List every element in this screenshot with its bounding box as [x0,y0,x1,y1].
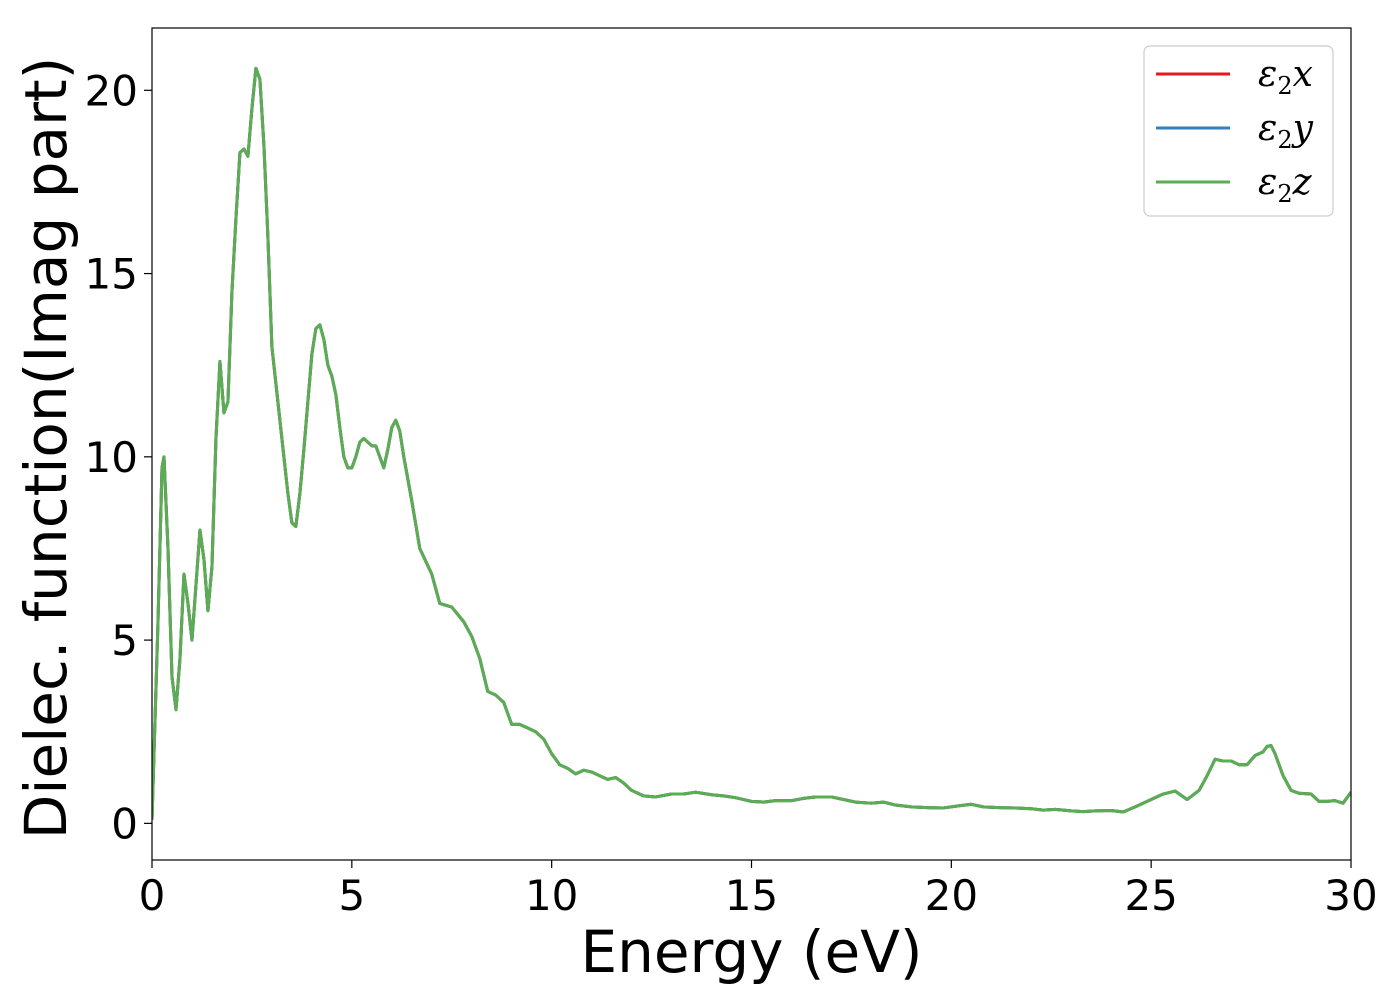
legend-component: y [1291,108,1314,149]
series-layer [152,66,1351,820]
legend-label-z: ε2z [1258,162,1313,208]
legend-label-x: ε2x [1258,54,1313,100]
legend-label-y: ε2y [1258,108,1314,154]
x-tick-label: 5 [338,871,365,920]
legend-subscript: 2 [1277,180,1292,208]
x-axis-label: Energy (eV) [580,918,922,986]
series-line-z [152,66,1351,820]
x-tick-label: 20 [925,871,978,920]
y-tick-label: 5 [111,616,138,665]
legend-symbol: ε [1258,54,1277,95]
y-tick-label: 20 [85,66,138,115]
y-axis: 0 5 10 15 20 [85,66,152,848]
legend-symbol: ε [1258,108,1277,149]
legend-symbol: ε [1258,162,1277,203]
x-tick-label: 30 [1324,871,1377,920]
x-tick-label: 0 [139,871,166,920]
legend-subscript: 2 [1277,126,1292,154]
legend-component: x [1293,54,1313,95]
legend-component: z [1292,162,1313,203]
y-axis-label: Dielec. function(Imag part) [12,57,80,840]
y-tick-label: 0 [111,799,138,848]
x-tick-label: 25 [1124,871,1177,920]
y-tick-label: 15 [85,250,138,299]
y-tick-label: 10 [85,433,138,482]
x-tick-label: 10 [525,871,578,920]
x-tick-label: 15 [725,871,778,920]
legend-subscript: 2 [1277,72,1292,100]
legend-box [1143,45,1334,217]
x-axis: 0 5 10 15 20 25 30 [139,860,1378,920]
